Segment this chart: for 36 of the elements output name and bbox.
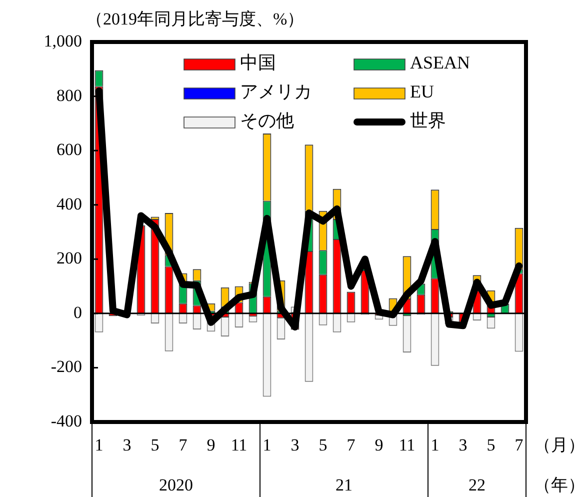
x-tick-label: 9: [374, 436, 384, 455]
text: 21: [336, 475, 352, 494]
y-tick-label: 0: [74, 302, 82, 322]
legend-label: 中国: [240, 52, 276, 73]
text: 2020: [159, 475, 193, 494]
x-tick-label: 1: [94, 436, 104, 455]
y-tick-label: 800: [56, 86, 82, 105]
x-tick-label: 1: [262, 436, 272, 455]
x-tick-label: 5: [150, 436, 160, 455]
x-tick-label: 5: [318, 436, 328, 455]
x-tick-label: 1: [430, 436, 440, 455]
y-tick-label: 400: [56, 194, 82, 214]
text: （年）: [534, 475, 580, 494]
x-tick-label: 7: [514, 436, 524, 455]
legend-label: アメリカ: [240, 82, 312, 102]
y-tick-label: 600: [56, 140, 82, 160]
x-tick-label: 9: [206, 436, 216, 455]
x-tick-label: 3: [458, 436, 468, 455]
x-tick-label: 3: [122, 436, 132, 455]
x-tick-label: 5: [486, 436, 496, 455]
legend-label: ASEAN: [410, 52, 470, 73]
y-tick-label: -200: [50, 357, 82, 376]
y-tick-label: 1,000: [44, 31, 82, 50]
x-tick-label: 7: [178, 436, 188, 455]
text: 22: [468, 475, 486, 494]
text: （月）: [534, 435, 580, 454]
x-tick-label: 3: [290, 436, 300, 455]
x-tick-label: 7: [346, 436, 356, 455]
legend-label: 世界: [410, 110, 446, 131]
legend-label: その他: [240, 110, 294, 131]
y-tick-label: -400: [50, 411, 82, 430]
y-axis-title: （2019年同月比寄与度、%）: [86, 9, 304, 28]
y-tick-label: 200: [56, 248, 82, 268]
x-tick-label: 11: [398, 436, 416, 455]
x-tick-label: 11: [230, 436, 248, 455]
legend-label: EU: [410, 82, 434, 102]
